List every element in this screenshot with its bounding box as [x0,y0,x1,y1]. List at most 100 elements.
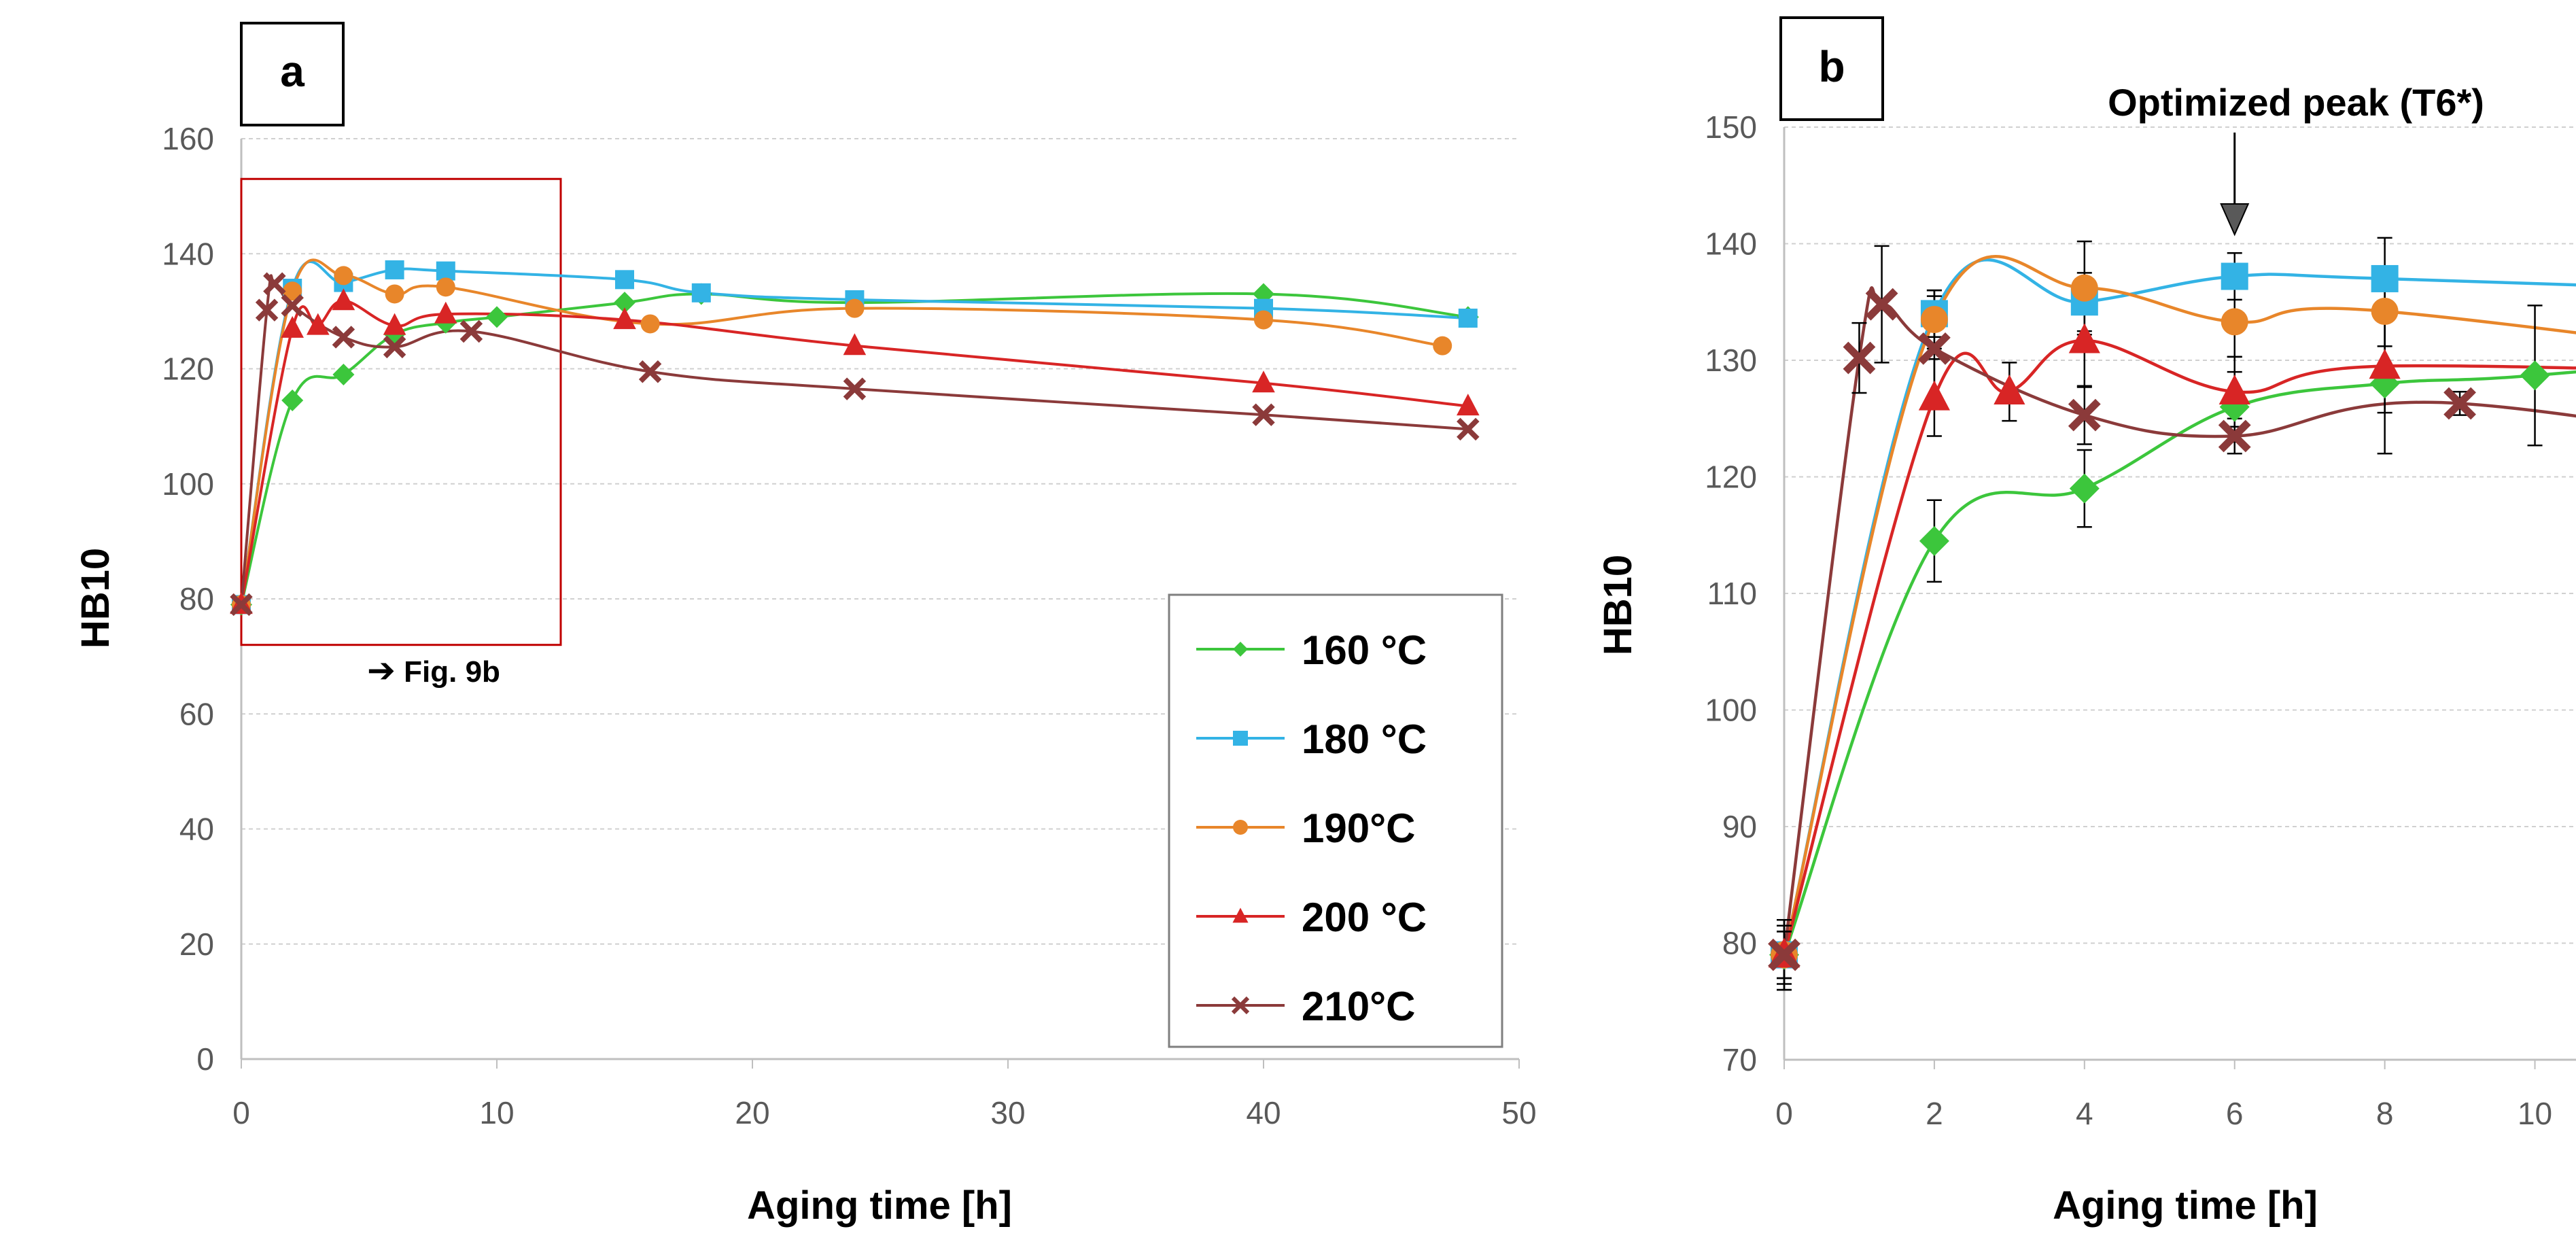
data-point [383,335,406,359]
data-point [459,319,483,343]
data-point [1433,336,1452,356]
legend-item: 190°C [1196,806,1415,851]
axis-b [1783,127,2576,1069]
legend-item: 180 °C [1196,716,1427,762]
series-line-190 [1784,255,2576,956]
x-tick-label: 0 [232,1095,250,1130]
legend-marker [1232,907,1249,923]
x-axis-title-b: Aging time [h] [2053,1183,2318,1228]
x-tick-label: 0 [1775,1096,1793,1131]
peak-arrow-icon [2220,133,2250,237]
tick-labels-b: 70 80 90 100 110 120 130 140 150 0 2 4 6 8 10 [1705,109,2552,1131]
data-point [2371,297,2399,325]
legend-label: 200 °C [1302,895,1427,940]
series-line-210 [1784,286,2576,955]
data-point [843,333,867,356]
data-point [1919,525,1949,556]
data-point [281,294,304,317]
data-point [640,314,660,334]
data-point [1457,417,1480,441]
data-point [2371,264,2399,292]
data-point [230,593,253,617]
data-point [385,284,404,304]
series-markers-b [1768,262,2550,971]
series-line-200 [241,299,1469,605]
data-point [334,266,353,285]
data-point [263,272,286,295]
legend-marker [1231,996,1250,1015]
data-point [2520,360,2550,391]
data-point [691,283,711,302]
x-tick-label: 4 [2076,1096,2093,1131]
legend-box [1168,593,1503,1048]
x-tick-label: 8 [2376,1096,2394,1131]
tick-labels-a: 0 20 40 60 80 100 120 140 160 0 10 20 30 40 50 [162,121,1536,1130]
y-tick-label: 100 [1705,693,1757,728]
legend-label: 180 °C [1302,716,1427,762]
data-point [486,306,508,328]
panel-label-a: a [280,47,304,96]
legend-marker [1233,642,1248,657]
series-markers-a [230,260,1480,617]
y-tick-label: 70 [1722,1042,1757,1077]
data-point [614,292,636,314]
y-tick-label: 40 [179,812,214,847]
legend-label: 160 °C [1302,627,1427,673]
data-point [385,260,404,279]
x-tick-label: 50 [1501,1095,1536,1130]
y-tick-label: 150 [1705,109,1757,145]
data-point [638,360,662,383]
data-point [434,301,457,324]
legend-items: 160 °C 180 °C 190°C 200 °C 210°C [1196,627,1427,1029]
zoom-note: ➔ Fig. 9b [367,651,500,689]
peak-annotation: Optimized peak (T6*) [2108,81,2484,124]
zoom-box-annotation [240,177,562,646]
x-tick-label: 40 [1246,1095,1281,1130]
data-point [1920,305,1948,333]
x-tick-label: 20 [735,1095,769,1130]
x-tick-label: 10 [2518,1096,2552,1131]
data-point [2218,419,2251,453]
data-point [2218,375,2250,405]
y-tick-label: 160 [162,121,214,156]
x-tick-label: 30 [990,1095,1025,1130]
legend-marker [1233,731,1248,746]
y-tick-label: 20 [179,927,214,962]
series-line-160 [1784,370,2576,956]
data-point [1994,375,2025,405]
y-tick-label: 80 [179,581,214,617]
data-point [2068,398,2101,432]
data-point [283,281,302,301]
grid-a [241,138,1519,945]
series-line-160 [241,292,1469,605]
legend: 160 °C 180 °C 190°C 200 °C 210°C [1168,593,1503,1048]
data-point [613,307,636,330]
data-point [436,261,455,281]
data-point [1918,380,1951,411]
data-point [281,390,304,412]
panel-label-b: b [1818,42,1845,91]
panel-label-a-box: a [240,22,345,126]
data-point [332,326,355,349]
legend-label: 210°C [1302,984,1415,1029]
x-axis-title-a: Aging time [h] [747,1183,1012,1228]
legend-item: 160 °C [1196,627,1427,673]
data-point [1918,332,1951,365]
legend-item: 200 °C [1196,895,1427,940]
y-tick-label: 140 [1705,226,1757,262]
data-point [1843,341,1876,375]
data-point [2070,274,2098,302]
data-point [845,298,865,318]
data-point [1252,370,1275,393]
data-point [2068,323,2100,353]
x-tick-label: 6 [2226,1096,2244,1131]
y-tick-label: 120 [1705,460,1757,495]
y-tick-label: 80 [1722,926,1757,961]
y-tick-label: 110 [1707,576,1757,611]
data-point [1768,938,1800,971]
series-lines-b [1784,255,2576,956]
data-point [2069,473,2100,504]
chart-panel-a: 0 20 40 60 80 100 120 140 160 0 10 20 30 40 50 ➔ Fig. … [73,22,1537,1228]
data-point [1865,288,1898,321]
